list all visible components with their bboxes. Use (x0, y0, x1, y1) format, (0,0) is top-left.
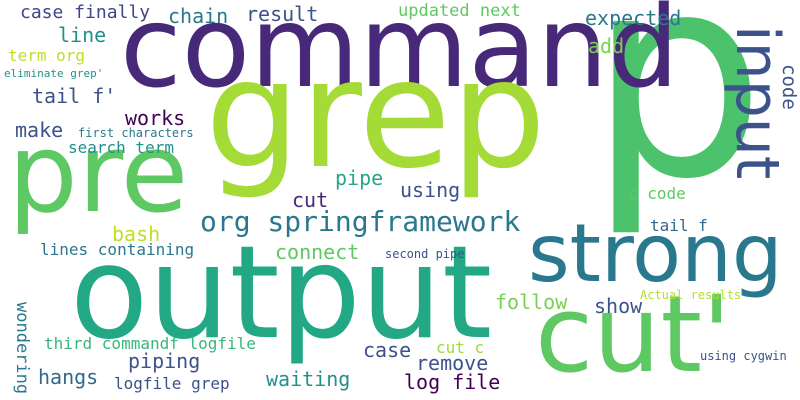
word-remove: remove (416, 351, 489, 375)
word-search-term: search term (68, 138, 174, 157)
word-line: line (58, 23, 107, 47)
word-cut-quote: cut' (535, 273, 732, 396)
word-result: result (246, 2, 319, 26)
word-cut-c: cut c (436, 338, 485, 357)
word-using-cygwin: using cygwin (700, 349, 787, 363)
word-output: output (70, 219, 493, 368)
word-second-pipe: second pipe (385, 247, 465, 261)
word-grep: grep (205, 28, 547, 202)
word-lines-containing: lines containing (40, 240, 195, 259)
word-c-code: c code (628, 184, 686, 203)
word-waiting: waiting (266, 367, 351, 391)
word-case-finally: case finally (20, 2, 151, 23)
word-show: show (594, 294, 643, 318)
word-org-springframework: org springframework (200, 205, 521, 238)
word-command: command (120, 0, 680, 113)
word-using-1: using (400, 178, 461, 202)
word-logfile-grep: logfile grep (114, 374, 230, 393)
word-follow: follow (495, 290, 568, 314)
word-third-commandf-logfile: third commandf logfile (44, 334, 256, 353)
word-add: add (588, 34, 625, 58)
word-log-file: log file (404, 370, 501, 394)
word-expected: expected (585, 6, 682, 30)
word-pipe: pipe (335, 166, 384, 190)
word-wondering: wondering (12, 302, 32, 395)
word-connect: connect (275, 240, 360, 264)
word-works: works (125, 106, 186, 130)
word-first-characters: first characters (78, 126, 194, 140)
word-p: p (588, 0, 766, 241)
word-case: case (363, 338, 412, 362)
word-updated-next: updated next (398, 1, 521, 21)
word-tail-f-quote: tail f' (32, 84, 117, 108)
word-tail-f: tail f (650, 216, 708, 235)
word-chain: chain (168, 4, 229, 28)
word-term-org: term org (8, 46, 86, 65)
word-pre: pre (8, 109, 189, 237)
word-eliminate-grep: eliminate grep' (4, 67, 104, 80)
word-strong: strong (528, 207, 783, 300)
word-hangs: hangs (38, 365, 99, 389)
word-cut: cut (292, 188, 329, 212)
word-make: make (15, 118, 64, 142)
word-actual-results: Actual results (640, 288, 742, 302)
word-bash: bash (112, 222, 161, 246)
word-piping: piping (128, 349, 201, 373)
word-code: code (778, 64, 800, 110)
